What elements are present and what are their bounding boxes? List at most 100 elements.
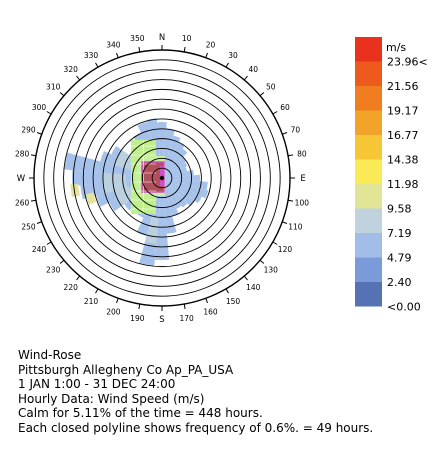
direction-tick bbox=[205, 298, 208, 304]
cardinal-label: N bbox=[159, 33, 165, 43]
direction-tick bbox=[287, 154, 294, 157]
direction-tick bbox=[46, 111, 52, 115]
frequency-petal bbox=[154, 178, 170, 260]
cardinal-label: E bbox=[300, 174, 305, 184]
direction-tick bbox=[95, 62, 99, 68]
legend-label: 16.77 bbox=[387, 129, 419, 142]
frequency-petal bbox=[162, 161, 188, 178]
direction-tick bbox=[116, 298, 119, 304]
date-range: 1 JAN 1:00 - 31 DEC 24:00 bbox=[18, 377, 176, 392]
direction-label: 110 bbox=[288, 223, 303, 232]
legend-swatch bbox=[355, 135, 382, 160]
chart-title: Wind-Rose bbox=[18, 348, 82, 362]
direction-label: 70 bbox=[291, 125, 301, 134]
frequency-ring bbox=[63, 79, 261, 277]
direction-label: 200 bbox=[106, 307, 121, 316]
direction-tick bbox=[138, 303, 141, 310]
direction-tick bbox=[59, 259, 65, 264]
direction-label: 350 bbox=[130, 34, 145, 43]
direction-label: 320 bbox=[64, 65, 79, 74]
direction-tick bbox=[205, 52, 208, 58]
direction-label: 210 bbox=[84, 297, 99, 306]
frequency-petal bbox=[102, 172, 128, 194]
direction-tick bbox=[243, 75, 248, 81]
direction-tick bbox=[259, 259, 265, 264]
direction-tick bbox=[30, 199, 37, 202]
center-point bbox=[159, 175, 165, 181]
direction-label: 280 bbox=[15, 149, 30, 158]
direction-tick bbox=[282, 132, 288, 135]
legend-label: <0.00 bbox=[387, 301, 421, 314]
direction-label: 250 bbox=[21, 223, 36, 232]
direction-tick bbox=[36, 221, 42, 224]
direction-tick bbox=[282, 221, 288, 224]
legend-swatch bbox=[355, 282, 382, 307]
frequency-petal bbox=[162, 178, 195, 207]
direction-label: 170 bbox=[179, 314, 194, 323]
frequency-petal bbox=[162, 128, 175, 178]
legend-swatch bbox=[355, 37, 382, 62]
frequency-petal bbox=[162, 178, 179, 217]
frequency-ring bbox=[72, 88, 252, 268]
direction-label: 100 bbox=[295, 199, 310, 208]
direction-label: 50 bbox=[266, 83, 276, 92]
direction-tick bbox=[259, 92, 265, 97]
legend-label: 9.58 bbox=[387, 203, 412, 216]
frequency-ring bbox=[151, 167, 173, 189]
direction-tick bbox=[138, 46, 141, 53]
frequency-layer bbox=[64, 118, 209, 266]
direction-tick bbox=[183, 303, 186, 310]
frequency-petal bbox=[162, 141, 185, 178]
direction-label: 260 bbox=[15, 199, 30, 208]
direction-label: 160 bbox=[203, 307, 218, 316]
legend-label: 2.40 bbox=[387, 276, 412, 289]
frequency-ring bbox=[92, 108, 232, 248]
direction-label: 330 bbox=[84, 51, 99, 60]
direction-tick bbox=[272, 111, 278, 115]
legend-unit: m/s bbox=[386, 41, 406, 54]
legend-swatch bbox=[355, 61, 382, 86]
direction-label: 220 bbox=[64, 283, 79, 292]
legend-swatch bbox=[355, 110, 382, 135]
direction-tick bbox=[116, 52, 119, 58]
legend-label: 21.56 bbox=[387, 80, 419, 93]
direction-label: 130 bbox=[264, 265, 279, 274]
direction-label: 20 bbox=[206, 41, 216, 50]
data-description: Hourly Data: Wind Speed (m/s) bbox=[18, 391, 205, 406]
frequency-petal bbox=[162, 156, 187, 178]
direction-label: 150 bbox=[226, 297, 241, 306]
frequency-ring bbox=[102, 118, 222, 238]
direction-label: 230 bbox=[46, 265, 61, 274]
direction-label: 80 bbox=[297, 149, 307, 158]
frequency-petal bbox=[162, 178, 208, 190]
direction-label: 120 bbox=[278, 245, 293, 254]
legend-swatch bbox=[355, 184, 382, 209]
legend-label: 7.19 bbox=[387, 227, 412, 240]
direction-label: 140 bbox=[246, 283, 261, 292]
speed-legend: m/s 23.96< 21.56 19.17 16.77 14.38 11.98 9.58 7… bbox=[355, 37, 428, 314]
chart-caption: Wind-Rose Pittsburgh Allegheny Co Ap_PA_… bbox=[18, 348, 373, 436]
direction-tick bbox=[95, 288, 99, 294]
cardinal-label: W bbox=[17, 174, 26, 184]
legend-label: 11.98 bbox=[387, 178, 419, 191]
direction-label: 40 bbox=[249, 65, 259, 74]
direction-tick bbox=[183, 46, 186, 53]
direction-tick bbox=[30, 154, 37, 157]
frequency-ring bbox=[132, 148, 192, 208]
direction-label: 310 bbox=[46, 83, 61, 92]
legend-swatch bbox=[355, 159, 382, 184]
frequency-ring bbox=[53, 69, 271, 287]
calm-note: Calm for 5.11% of the time = 448 hours. bbox=[18, 406, 263, 421]
direction-label: 290 bbox=[21, 125, 36, 134]
ring-note: Each closed polyline shows frequency of … bbox=[18, 420, 374, 435]
frequency-petal bbox=[113, 149, 136, 170]
direction-tick bbox=[76, 75, 81, 81]
legend-swatch bbox=[355, 86, 382, 111]
direction-tick bbox=[59, 92, 65, 97]
direction-tick bbox=[76, 275, 81, 281]
direction-label: 240 bbox=[32, 245, 47, 254]
frequency-petal bbox=[162, 167, 188, 178]
legend-label: 19.17 bbox=[387, 105, 419, 118]
legend-swatch bbox=[355, 208, 382, 233]
frequency-petal bbox=[162, 169, 194, 178]
